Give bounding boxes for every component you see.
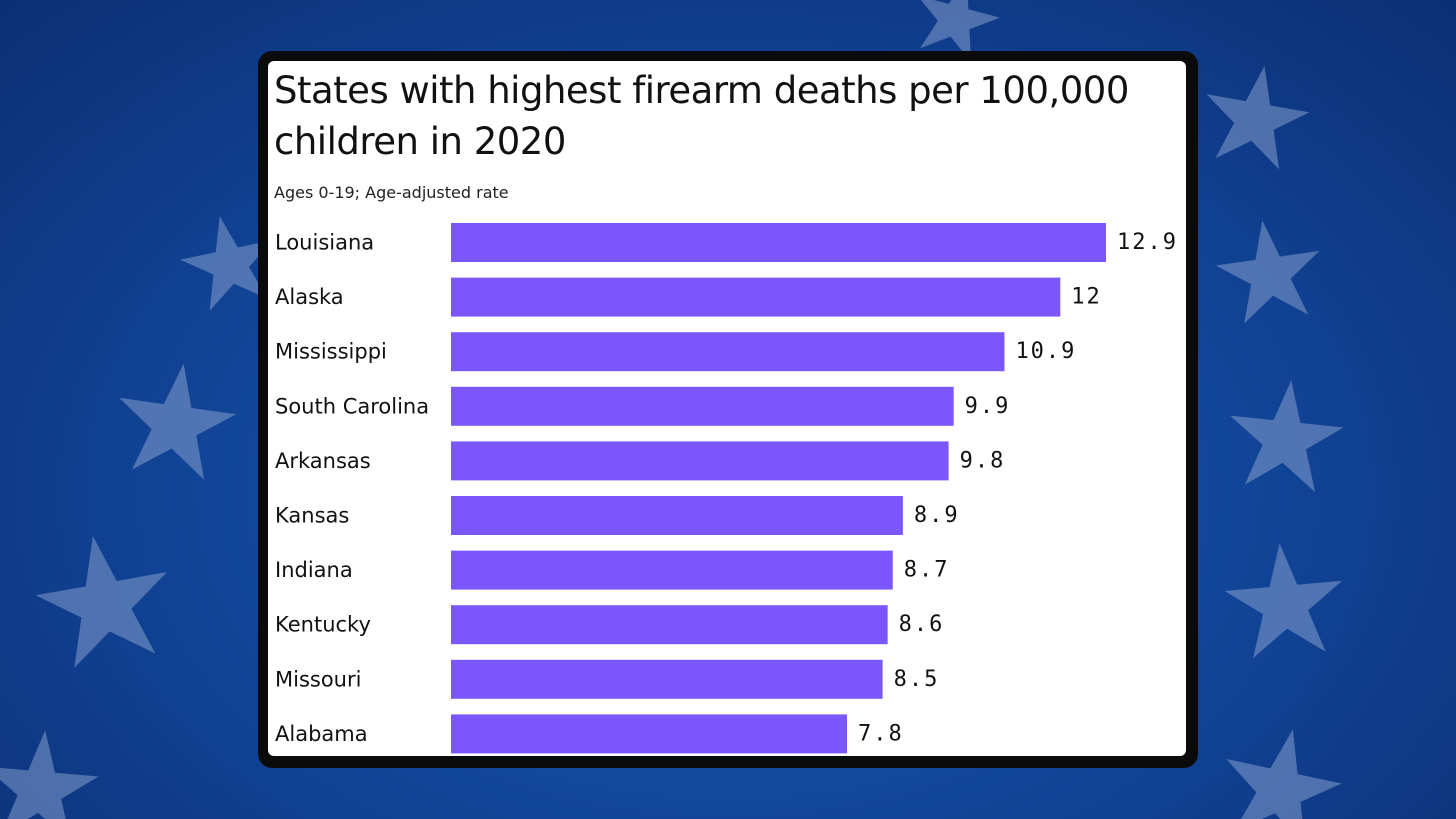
category-label: Indiana: [275, 558, 353, 582]
star-icon: [109, 355, 243, 483]
value-label: 8.6: [899, 612, 945, 637]
bar: [451, 223, 1106, 262]
bar: [451, 386, 954, 426]
category-label: Mississippi: [275, 340, 387, 364]
value-label: 10.9: [1015, 339, 1076, 364]
category-label: Alabama: [275, 722, 368, 746]
chart-subtitle: Ages 0-19; Age-adjusted rate: [274, 183, 509, 202]
value-label: 12: [1071, 285, 1102, 310]
category-label: Missouri: [275, 667, 361, 691]
bar-chart: Louisiana 12.9 Alaska 12 Mississippi 10.9 Sout…: [275, 223, 1178, 754]
star-icon: [27, 524, 181, 673]
category-label: Kansas: [275, 504, 349, 528]
bar: [451, 714, 848, 754]
star-icon: [1195, 56, 1317, 173]
bar: [451, 277, 1061, 317]
star-icon: [1210, 213, 1328, 327]
value-label: 9.8: [960, 448, 1006, 473]
category-label: South Carolina: [275, 394, 429, 418]
value-label: 7.8: [858, 721, 904, 746]
bar: [451, 332, 1005, 372]
bar: [451, 550, 893, 590]
value-label: 8.9: [914, 503, 960, 528]
star-icon: [1211, 717, 1351, 819]
category-label: Arkansas: [275, 449, 371, 473]
category-label: Alaska: [275, 285, 344, 309]
value-label: 8.5: [894, 667, 940, 692]
star-icon: [1223, 374, 1349, 495]
value-label: 9.9: [965, 394, 1011, 419]
category-label: Louisiana: [275, 231, 374, 255]
bar: [451, 441, 949, 481]
chart-card: States with highest firearm deaths per 1…: [268, 61, 1186, 756]
bar: [451, 659, 883, 699]
star-icon: [1220, 538, 1349, 661]
chart-title: States with highest firearm deaths per 1…: [274, 69, 1129, 163]
value-label: 12.9: [1117, 230, 1178, 255]
category-label: Kentucky: [275, 613, 371, 637]
value-label: 8.7: [904, 558, 950, 583]
bar: [451, 496, 903, 535]
star-icon: [0, 725, 103, 819]
bar: [451, 605, 888, 645]
